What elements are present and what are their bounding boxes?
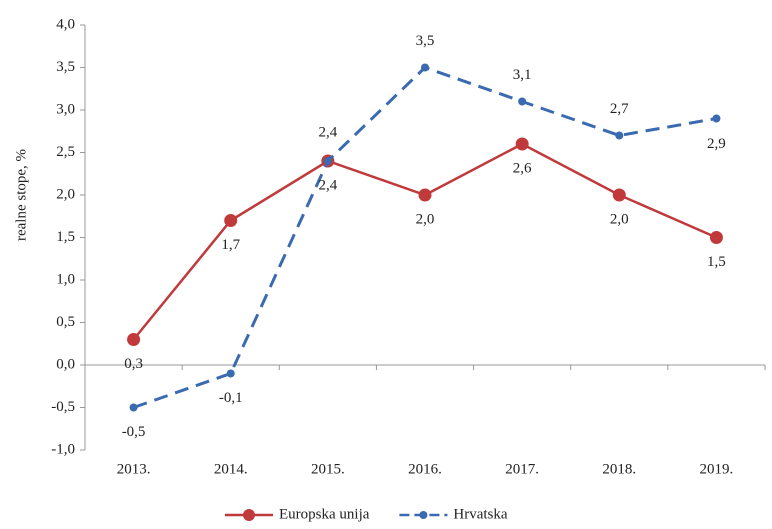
- data-label: 2,4: [318, 124, 337, 140]
- y-axis-label: realne stope, %: [13, 149, 29, 241]
- point: [709, 231, 723, 244]
- y-tick-label: 3,5: [56, 59, 75, 75]
- data-label: 3,1: [513, 67, 532, 83]
- y-tick-label: 4,0: [56, 16, 75, 32]
- legend-marker: [419, 511, 428, 519]
- point: [615, 131, 624, 140]
- legend-label: Europska unija: [279, 506, 370, 522]
- point: [518, 97, 527, 106]
- x-tick-label: 2016.: [408, 461, 442, 477]
- data-label: 2,0: [610, 211, 629, 227]
- data-label: 2,0: [416, 211, 435, 227]
- data-label: -0,1: [219, 390, 243, 406]
- data-label: 2,4: [318, 177, 337, 193]
- y-tick-label: 0,0: [56, 356, 75, 372]
- data-label: 1,5: [707, 254, 726, 270]
- x-tick-label: 2018.: [602, 461, 636, 477]
- y-tick-label: 1,0: [56, 271, 75, 287]
- y-tick-label: 3,0: [56, 101, 75, 117]
- data-label: 2,6: [513, 160, 532, 176]
- y-tick-label: 2,5: [56, 144, 75, 160]
- legend-marker: [243, 509, 255, 521]
- y-tick-label: 1,5: [56, 229, 75, 245]
- x-tick-label: 2019.: [700, 461, 734, 477]
- data-label: 0,3: [124, 356, 143, 372]
- point: [224, 214, 238, 227]
- data-label: -0,5: [122, 424, 146, 440]
- x-tick-label: 2015.: [311, 461, 345, 477]
- x-tick-label: 2013.: [117, 461, 151, 477]
- point: [226, 369, 235, 378]
- point: [323, 157, 332, 165]
- point: [515, 137, 529, 151]
- point: [127, 333, 141, 346]
- data-label: 3,5: [416, 33, 435, 49]
- x-tick-label: 2014.: [214, 461, 248, 477]
- data-label: 2,9: [707, 136, 726, 152]
- point: [612, 188, 626, 202]
- x-tick-label: 2017.: [505, 461, 539, 477]
- data-label: 2,7: [610, 101, 629, 117]
- data-label: 1,7: [221, 237, 240, 253]
- point: [421, 63, 429, 72]
- point: [712, 114, 721, 123]
- y-tick-label: 2,0: [56, 186, 75, 202]
- y-tick-label: 0,5: [56, 314, 75, 330]
- legend-label: Hrvatska: [453, 506, 507, 522]
- point: [418, 188, 432, 202]
- y-tick-label: -1,0: [51, 441, 75, 457]
- point: [129, 403, 138, 412]
- y-tick-label: -0,5: [51, 399, 75, 415]
